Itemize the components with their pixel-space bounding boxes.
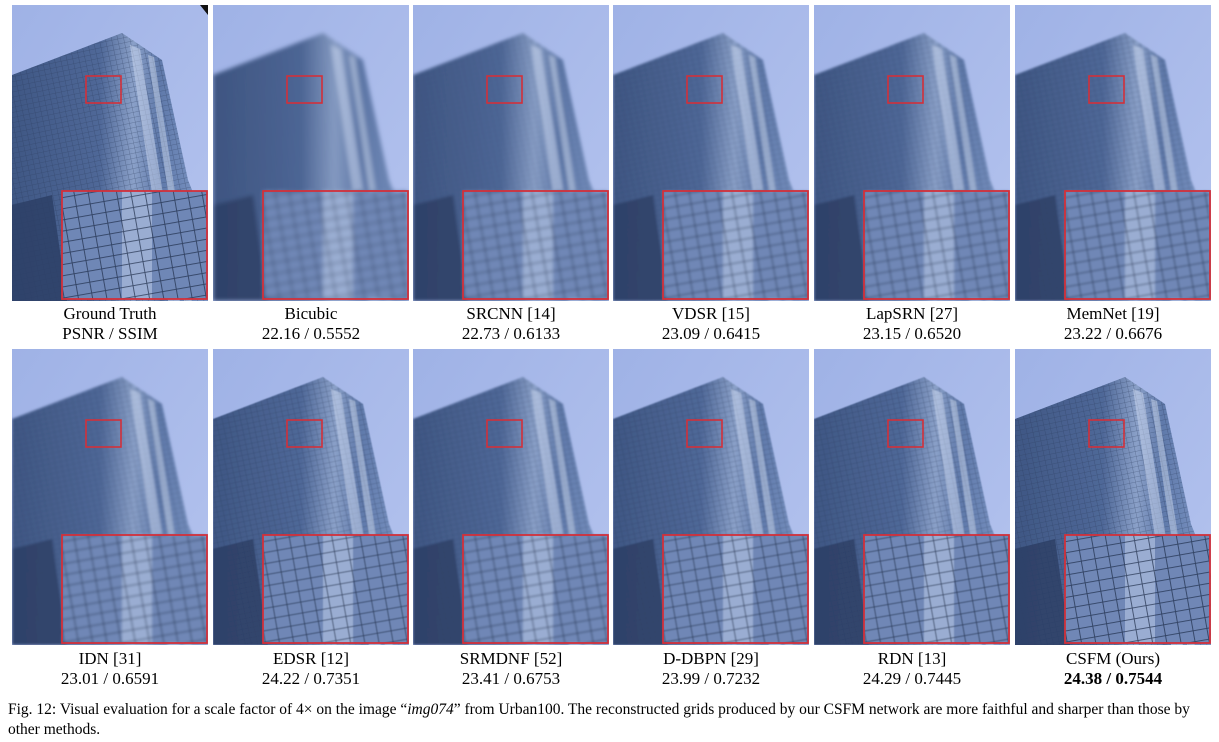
panel-label: RDN [13] 24.29 / 0.7445 — [814, 649, 1010, 689]
result-image — [413, 349, 609, 645]
building-image — [814, 349, 1010, 645]
psnr-ssim-value: 23.09 / 0.6415 — [661, 324, 761, 343]
result-image — [413, 5, 609, 301]
psnr-ssim-value: 22.16 / 0.5552 — [261, 324, 361, 343]
figure-caption: Fig. 12: Visual evaluation for a scale f… — [8, 700, 1212, 740]
building-image — [413, 5, 609, 301]
building-image — [12, 349, 208, 645]
caption-suffix: ” from Urban100. The reconstructed grids… — [8, 701, 1190, 738]
building-image — [613, 349, 809, 645]
panel-label: CSFM (Ours) 24.38 / 0.7544 — [1015, 649, 1211, 689]
panel-label: EDSR [12] 24.22 / 0.7351 — [213, 649, 409, 689]
building-image — [613, 5, 809, 301]
building-image — [1015, 5, 1211, 301]
method-name: LapSRN [27] — [865, 304, 959, 323]
psnr-ssim-value: 23.22 / 0.6676 — [1063, 324, 1163, 343]
method-name: MemNet [19] — [1066, 304, 1160, 323]
psnr-ssim-value: 24.29 / 0.7445 — [862, 669, 962, 688]
result-image — [213, 5, 409, 301]
result-image — [1015, 5, 1211, 301]
building-image — [12, 5, 208, 301]
method-name: SRMDNF [52] — [459, 649, 563, 668]
method-name: CSFM (Ours) — [1066, 649, 1160, 668]
result-image — [814, 349, 1010, 645]
method-name: Ground Truth — [63, 304, 157, 323]
method-name: EDSR [12] — [272, 649, 350, 668]
result-image — [12, 349, 208, 645]
panel-label: SRMDNF [52] 23.41 / 0.6753 — [413, 649, 609, 689]
method-name: Bicubic — [284, 304, 338, 323]
psnr-ssim-value: 24.22 / 0.7351 — [261, 669, 361, 688]
method-name: IDN [31] — [78, 649, 142, 668]
panel-label: VDSR [15] 23.09 / 0.6415 — [613, 304, 809, 344]
psnr-ssim-value: 23.01 / 0.6591 — [60, 669, 160, 688]
panel-label: Bicubic 22.16 / 0.5552 — [213, 304, 409, 344]
panel-label: SRCNN [14] 22.73 / 0.6133 — [413, 304, 609, 344]
caption-prefix: Fig. 12: Visual evaluation for a scale f… — [8, 701, 408, 718]
building-image — [413, 349, 609, 645]
psnr-ssim-value: PSNR / SSIM — [62, 324, 158, 343]
building-image — [814, 5, 1010, 301]
panel-label: Ground Truth PSNR / SSIM — [12, 304, 208, 344]
building-image — [1015, 349, 1211, 645]
result-image — [814, 5, 1010, 301]
building-image — [213, 5, 409, 301]
result-image — [613, 349, 809, 645]
psnr-ssim-value: 23.99 / 0.7232 — [661, 669, 761, 688]
panel-label: D-DBPN [29] 23.99 / 0.7232 — [613, 649, 809, 689]
psnr-ssim-value: 24.38 / 0.7544 — [1063, 669, 1163, 688]
method-name: D-DBPN [29] — [663, 649, 759, 668]
panel-label: LapSRN [27] 23.15 / 0.6520 — [814, 304, 1010, 344]
method-name: SRCNN [14] — [466, 304, 556, 323]
method-name: VDSR [15] — [672, 304, 750, 323]
result-image — [613, 5, 809, 301]
panel-label: IDN [31] 23.01 / 0.6591 — [12, 649, 208, 689]
building-image — [213, 349, 409, 645]
caption-image-name: img074 — [407, 701, 454, 718]
psnr-ssim-value: 23.15 / 0.6520 — [862, 324, 962, 343]
result-image — [12, 5, 208, 301]
result-image — [1015, 349, 1211, 645]
psnr-ssim-value: 22.73 / 0.6133 — [461, 324, 561, 343]
method-name: RDN [13] — [877, 649, 947, 668]
psnr-ssim-value: 23.41 / 0.6753 — [461, 669, 561, 688]
result-image — [213, 349, 409, 645]
panel-label: MemNet [19] 23.22 / 0.6676 — [1015, 304, 1211, 344]
